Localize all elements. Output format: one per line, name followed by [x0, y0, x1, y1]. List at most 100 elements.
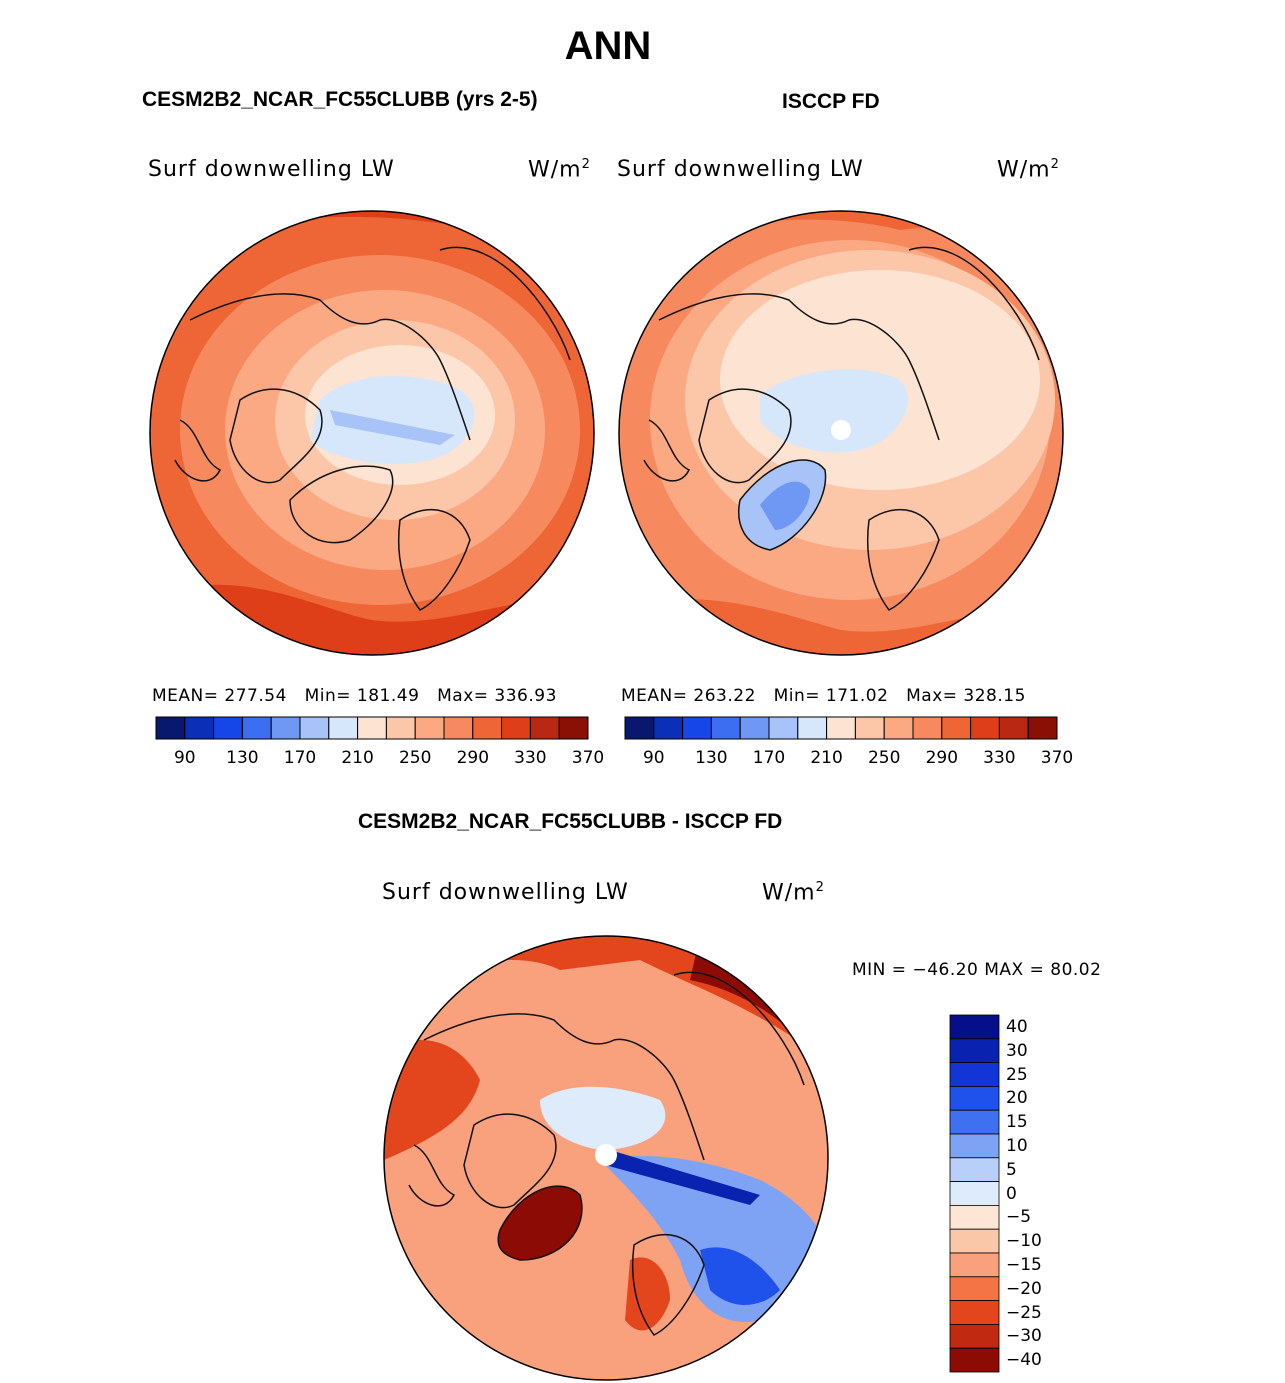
diff-units-label: W/m2 — [762, 880, 825, 906]
diff-alaska-warm — [384, 1040, 480, 1160]
ref-greenland-cold — [738, 460, 826, 550]
diff-colorbar-tick: 30 — [1006, 1040, 1028, 1061]
ref-coast-scandinavia — [866, 509, 940, 611]
test-map-background — [150, 211, 594, 655]
test-colorbar-tick: 90 — [173, 748, 196, 768]
diff-colorbar-box — [949, 1014, 1000, 1040]
test-colorbar-ticks: 90 130 170 210 250 290 330 370 — [0, 748, 1285, 772]
ref-greenland-core — [760, 481, 810, 530]
diff-colorbar-tick: 10 — [1006, 1135, 1028, 1156]
ref-cold-core — [760, 369, 908, 453]
ref-colorbar-box — [624, 716, 655, 740]
test-colorbar — [155, 716, 589, 740]
test-band-north-deep — [150, 211, 594, 250]
diff-colorbar-box — [949, 1204, 1000, 1230]
ref-ring-250 — [685, 250, 1055, 550]
ref-units-label: W/m2 — [997, 157, 1060, 183]
diff-variable-label: Surf downwelling LW — [382, 880, 629, 905]
diff-greenland-warm — [498, 1186, 582, 1260]
ref-ring-270 — [650, 240, 1050, 600]
test-colorbar-box — [414, 716, 445, 740]
ref-colorbar-box — [883, 716, 914, 740]
diff-scandinavia-warm — [625, 1257, 670, 1331]
test-colorbar-tick: 330 — [514, 748, 547, 768]
test-colorbar-box — [213, 716, 243, 740]
ref-colorbar-box — [797, 716, 828, 740]
test-cold-core — [310, 376, 475, 464]
test-ring-270 — [225, 290, 545, 570]
diff-coast-scandinavia — [631, 1234, 705, 1336]
test-coast-greenland — [289, 465, 394, 544]
ref-variable-label: Surf downwelling LW — [617, 157, 864, 182]
diff-map-background — [384, 936, 828, 1380]
diff-colorbar-box — [949, 1300, 1000, 1325]
test-colorbar-box — [299, 716, 330, 740]
diff-siberia-warm — [690, 936, 828, 1070]
diff-cold-streak — [605, 1150, 760, 1205]
diff-colorbar — [949, 1014, 1000, 1373]
diff-colorbar-box — [949, 1276, 1000, 1301]
test-colorbar-box — [357, 716, 387, 740]
ref-ring-230 — [720, 270, 1040, 490]
test-ring-250 — [275, 320, 515, 520]
ref-colorbar-tick: 170 — [752, 748, 786, 768]
diff-colorbar-box — [949, 1038, 1000, 1063]
diff-coast-arctic — [423, 1013, 705, 1161]
ref-colorbar-box — [854, 716, 885, 740]
test-coast-alaska — [174, 419, 222, 482]
diff-coast-greenland — [497, 1185, 583, 1261]
diff-colorbar-tick: 20 — [1006, 1088, 1028, 1109]
test-colorbar-box — [501, 716, 531, 740]
ref-coast-siberia — [908, 246, 1040, 361]
test-ring-230 — [305, 345, 495, 485]
ref-colorbar-box — [912, 716, 943, 740]
ref-coast-alaska — [643, 419, 691, 482]
ref-colorbar-tick: 370 — [1040, 748, 1074, 768]
diff-europe-cold — [600, 1156, 828, 1322]
ref-colorbar-box — [941, 716, 972, 740]
test-colorbar-tick: 130 — [226, 748, 259, 768]
ref-colorbar-box — [826, 716, 856, 740]
ref-pole-hole — [831, 420, 851, 440]
diff-coast-siberia — [673, 971, 805, 1086]
diff-minmax-label: MIN = −46.20 MAX = 80.02 — [852, 960, 1102, 980]
ref-colorbar — [624, 716, 1058, 740]
ref-band-south — [619, 599, 1063, 655]
season-title: ANN — [564, 24, 652, 68]
test-colorbar-tick: 370 — [571, 748, 605, 768]
diff-europe-cold-core — [700, 1247, 780, 1305]
diff-colorbar-tick: −10 — [1006, 1231, 1042, 1252]
ref-coast-archipelago — [698, 388, 792, 484]
test-colorbar-box — [443, 716, 474, 740]
ref-colorbar-ticks: 90 130 170 210 250 290 330 370 — [0, 748, 1285, 772]
diff-colorbar-tick: 15 — [1006, 1112, 1028, 1133]
ref-colorbar-box — [710, 716, 741, 740]
diff-colorbar-box — [949, 1252, 1000, 1278]
diff-map-border — [383, 935, 829, 1381]
diff-colorbar-box — [949, 1133, 1000, 1159]
test-coast-arctic — [189, 293, 471, 441]
test-colorbar-box — [241, 716, 272, 740]
diff-coast-archipelago — [463, 1113, 557, 1209]
test-variable-label: Surf downwelling LW — [148, 157, 395, 182]
ref-mean-label: MEAN= 263.22 — [621, 686, 756, 706]
ref-band-north — [619, 211, 1063, 250]
test-colorbar-tick: 250 — [398, 748, 432, 768]
ref-map-border — [618, 210, 1064, 656]
ref-coast-greenland — [738, 459, 827, 551]
test-colorbar-box — [184, 716, 215, 740]
diff-colorbar-box — [949, 1062, 1000, 1087]
ref-colorbar-tick: 210 — [810, 748, 843, 768]
ref-colorbar-box — [653, 716, 684, 740]
ref-colorbar-tick: 250 — [867, 748, 901, 768]
ref-colorbar-box — [998, 716, 1029, 740]
test-stats: MEAN= 277.54 Min= 181.49 Max= 336.93 — [152, 686, 557, 706]
test-colorbar-tick: 210 — [341, 748, 374, 768]
ref-stats: MEAN= 263.22 Min= 171.02 Max= 328.15 — [621, 686, 1026, 706]
test-colorbar-box — [328, 716, 359, 740]
test-colorbar-tick: 170 — [283, 748, 317, 768]
ref-colorbar-tick: 130 — [695, 748, 728, 768]
ref-map-background — [619, 211, 1063, 655]
test-colorbar-box — [558, 716, 589, 740]
ref-panel-title: ISCCP FD — [782, 90, 880, 113]
